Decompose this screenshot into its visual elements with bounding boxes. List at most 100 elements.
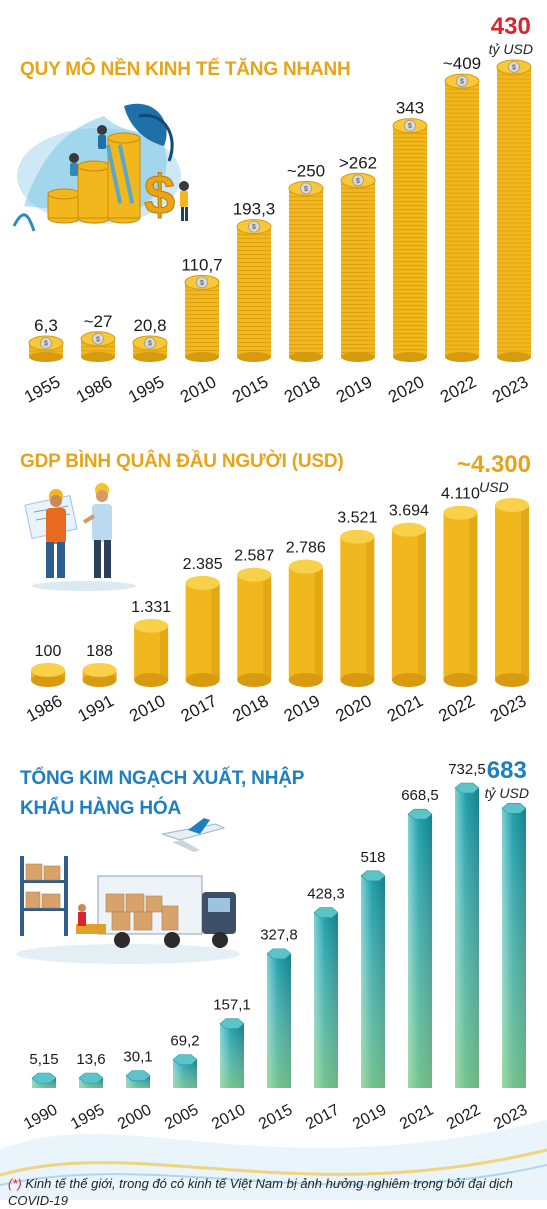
dollar-sign: $ <box>200 280 204 287</box>
coin-stack-bar: $ <box>80 331 116 362</box>
cylinder-top <box>82 663 117 677</box>
section-title-line-1: TỔNG KIM NGẠCH XUẤT, NHẬP <box>20 768 305 789</box>
data-label: 13,6 <box>76 1051 105 1068</box>
cylinder-body <box>134 625 169 680</box>
x-tick-label: 2010 <box>126 691 168 726</box>
coin-stack-body <box>185 282 219 357</box>
coin-stack-body <box>445 81 479 358</box>
data-label: 2.587 <box>234 548 274 565</box>
prism-body-fade <box>361 875 385 1088</box>
cylinder-shade <box>314 566 323 680</box>
coin-stack-bar: $ <box>392 118 428 362</box>
data-label: 100 <box>35 643 62 660</box>
coin-stack-base <box>133 352 167 362</box>
x-tick-label: 2017 <box>178 691 220 726</box>
cylinder-base <box>495 673 529 687</box>
cylinder-body <box>495 505 529 680</box>
data-label: >262 <box>339 153 377 172</box>
cylinder-shade <box>417 529 426 680</box>
coin-stack-bar: $ <box>184 274 220 362</box>
cylinder-body <box>443 512 478 680</box>
prism-top <box>407 808 433 820</box>
cylinder-bar <box>185 575 220 687</box>
engineers-blueprint-icon <box>24 483 136 591</box>
prism-bar <box>501 802 527 1088</box>
cylinder-bar <box>237 567 272 687</box>
data-label: 2.385 <box>183 556 223 573</box>
data-label: 6,3 <box>34 316 58 335</box>
cylinder-base <box>288 673 323 687</box>
cylinder-top <box>237 567 272 582</box>
prism-bar <box>407 808 433 1088</box>
dollar-sign: $ <box>512 65 516 72</box>
x-tick-label: 2019 <box>333 372 375 407</box>
dollar-coin-icon <box>352 174 364 187</box>
coin-stack-base <box>29 352 63 362</box>
dollar-sign: $ <box>356 178 360 185</box>
cylinder-base <box>31 673 65 687</box>
total-unit: tỷ USD <box>488 41 533 57</box>
cylinder-body <box>185 582 220 680</box>
cylinder-body <box>340 536 375 680</box>
total-value: 430 <box>490 13 531 40</box>
coin-stack-body <box>497 67 531 357</box>
cylinder-body <box>237 574 272 680</box>
prism-body-fade <box>408 814 432 1088</box>
cylinder-top <box>288 559 323 574</box>
x-tick-label: 1986 <box>73 372 115 407</box>
cylinder-shade <box>57 670 65 680</box>
cylinder-bar <box>288 559 323 687</box>
cylinder-base <box>443 673 478 687</box>
dollar-sign: $ <box>460 79 464 86</box>
cylinder-top <box>134 618 169 633</box>
footnote-marker: (*) <box>8 1176 22 1191</box>
cylinder-body <box>82 670 117 680</box>
coin-stack-bar: $ <box>496 59 532 362</box>
cylinder-body <box>391 529 426 680</box>
footnote: (*) Kinh tế thế giới, trong đó có kinh t… <box>8 1175 539 1209</box>
prism-body-fade <box>455 788 479 1088</box>
total-callout: 430 tỷ USD <box>489 14 533 58</box>
x-tick-label: 1995 <box>125 372 167 407</box>
prism-body-fade <box>220 1023 244 1088</box>
cylinder-shade <box>263 574 272 680</box>
dollar-coin-icon <box>456 75 468 88</box>
cylinder-shade <box>366 536 375 680</box>
x-tick-label: 2023 <box>489 372 531 407</box>
x-tick-label: 2019 <box>281 691 323 726</box>
cylinder-shade <box>160 625 169 680</box>
coin-stack-bar: $ <box>288 180 324 362</box>
cylinder-body <box>31 670 65 680</box>
coin-stack-base <box>237 352 271 362</box>
data-label: 157,1 <box>213 997 251 1014</box>
data-label: 2.786 <box>286 540 326 557</box>
cylinder-shade <box>469 512 478 680</box>
cylinder-top <box>495 498 529 512</box>
dollar-sign: $ <box>252 224 256 231</box>
data-label: 3.694 <box>389 503 429 520</box>
data-label: 188 <box>86 643 113 660</box>
coin-stack-base <box>81 352 115 362</box>
logistics-truck-plane-icon <box>16 818 240 964</box>
cylinder-bar <box>340 529 375 687</box>
total-unit: USD <box>479 479 509 495</box>
money-growth-icon: $ <box>12 103 189 232</box>
dollar-coin-icon <box>144 337 156 349</box>
dollar-coin-icon <box>508 61 520 73</box>
dollar-sign: $ <box>408 123 412 130</box>
cylinder-bar <box>82 663 117 687</box>
x-tick-label: 1955 <box>21 372 63 407</box>
data-label: 327,8 <box>260 927 298 944</box>
prism-top <box>219 1018 245 1029</box>
prism-bar <box>313 907 339 1088</box>
x-tick-label: 1986 <box>23 691 65 726</box>
x-tick-label: 2018 <box>281 372 323 407</box>
prism-body-fade <box>502 808 526 1088</box>
data-label: ~409 <box>443 54 481 73</box>
data-label: 4.110 <box>441 486 480 503</box>
coin-stack-bar: $ <box>444 73 480 362</box>
cylinder-base <box>237 673 272 687</box>
coin-stack-base <box>393 352 427 362</box>
data-label: 69,2 <box>170 1033 199 1050</box>
dollar-coin-icon <box>300 182 312 195</box>
